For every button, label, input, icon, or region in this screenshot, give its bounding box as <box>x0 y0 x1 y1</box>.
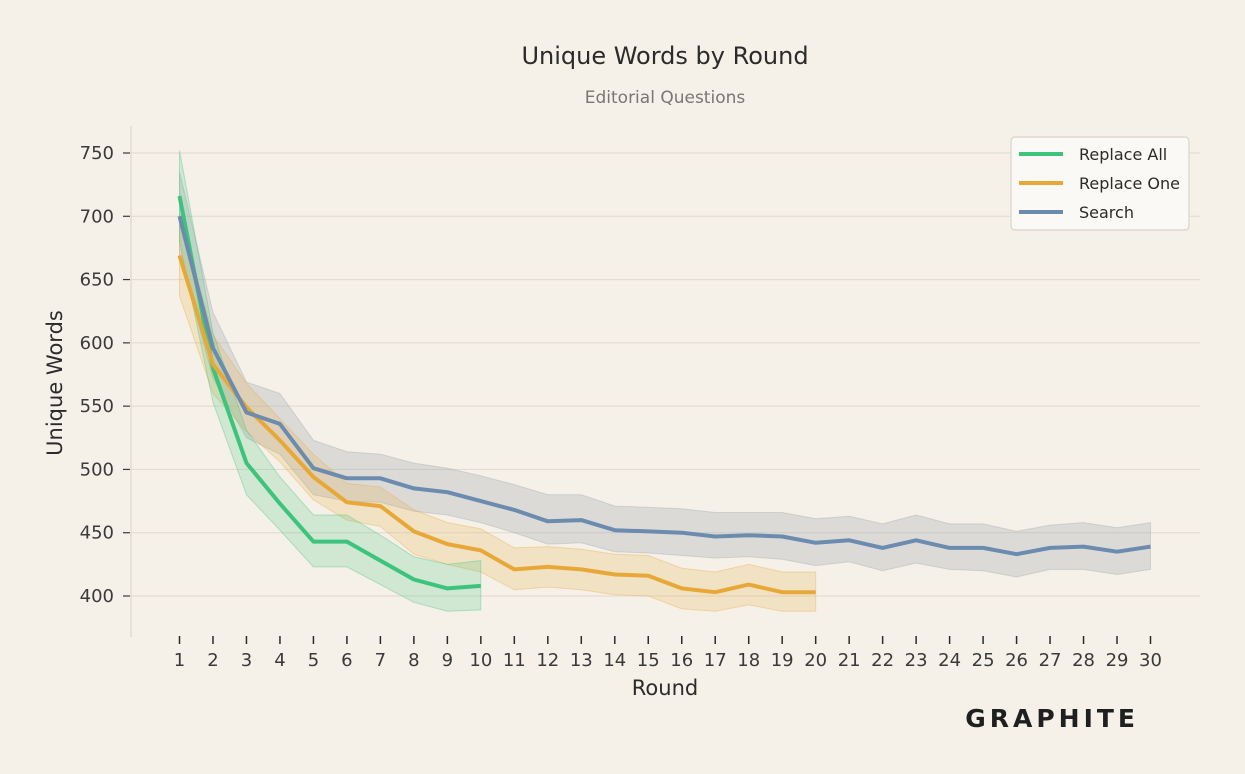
x-tick-label: 22 <box>871 650 894 671</box>
x-tick-label: 7 <box>375 650 386 671</box>
x-tick-label: 18 <box>737 650 760 671</box>
y-tick-label: 500 <box>80 459 114 480</box>
confidence-band-replace-all <box>179 150 482 612</box>
x-tick-label: 28 <box>1072 650 1095 671</box>
y-tick-label: 400 <box>80 586 114 607</box>
x-tick-label: 17 <box>704 650 727 671</box>
x-tick-label: 8 <box>408 650 419 671</box>
y-axis-ticks: 400 450 500 550 600 650 700 750 <box>80 143 130 607</box>
x-tick-label: 30 <box>1139 650 1162 671</box>
x-tick-label: 12 <box>536 650 559 671</box>
series-line-replace-all <box>177 195 481 591</box>
x-tick-label: 27 <box>1039 650 1062 671</box>
y-tick-label: 750 <box>80 143 114 164</box>
legend-item-label: Replace All <box>1079 145 1167 164</box>
x-tick-label: 1 <box>174 650 185 671</box>
series-line-replace-one <box>177 254 816 595</box>
y-tick-label: 650 <box>80 270 114 291</box>
x-tick-label: 29 <box>1106 650 1129 671</box>
x-axis-ticks: 1 2 3 4 5 6 7 8 9 10 11 12 13 14 15 16 17 18 19 20 21 22 23 24 2… <box>174 636 1162 671</box>
x-tick-label: 5 <box>308 650 319 671</box>
x-tick-label: 21 <box>838 650 861 671</box>
x-tick-label: 6 <box>341 650 352 671</box>
series-lines <box>177 195 1151 595</box>
confidence-band-search <box>179 171 1151 578</box>
y-tick-label: 550 <box>80 396 114 417</box>
y-tick-label: 600 <box>80 333 114 354</box>
graphite-logo: GRAPHITE <box>965 704 1139 733</box>
legend: Replace All Replace One Search <box>1010 136 1190 231</box>
chart-title: Unique Words by Round <box>521 42 808 70</box>
x-tick-label: 20 <box>804 650 827 671</box>
x-tick-label: 13 <box>570 650 593 671</box>
y-tick-label: 700 <box>80 206 114 227</box>
x-tick-label: 11 <box>503 650 526 671</box>
legend-item-label: Search <box>1079 203 1134 222</box>
x-tick-label: 3 <box>241 650 252 671</box>
confidence-band-replace-one <box>179 213 817 612</box>
x-tick-label: 19 <box>771 650 794 671</box>
confidence-bands <box>179 150 1151 612</box>
x-tick-label: 2 <box>207 650 218 671</box>
x-tick-label: 16 <box>670 650 693 671</box>
x-tick-label: 14 <box>603 650 626 671</box>
legend-item-label: Replace One <box>1079 174 1180 193</box>
x-tick-label: 24 <box>938 650 961 671</box>
x-tick-label: 9 <box>442 650 453 671</box>
x-tick-label: 23 <box>905 650 928 671</box>
x-tick-label: 25 <box>972 650 995 671</box>
y-tick-label: 450 <box>80 523 114 544</box>
legend-box <box>1010 136 1190 231</box>
x-axis-label: Round <box>632 676 698 700</box>
x-tick-label: 10 <box>469 650 492 671</box>
chart-subtitle: Editorial Questions <box>585 88 746 108</box>
x-tick-label: 26 <box>1005 650 1028 671</box>
series-line-search <box>177 215 1151 557</box>
y-axis-label: Unique Words <box>43 310 67 456</box>
x-tick-label: 4 <box>274 650 285 671</box>
x-tick-label: 15 <box>637 650 660 671</box>
